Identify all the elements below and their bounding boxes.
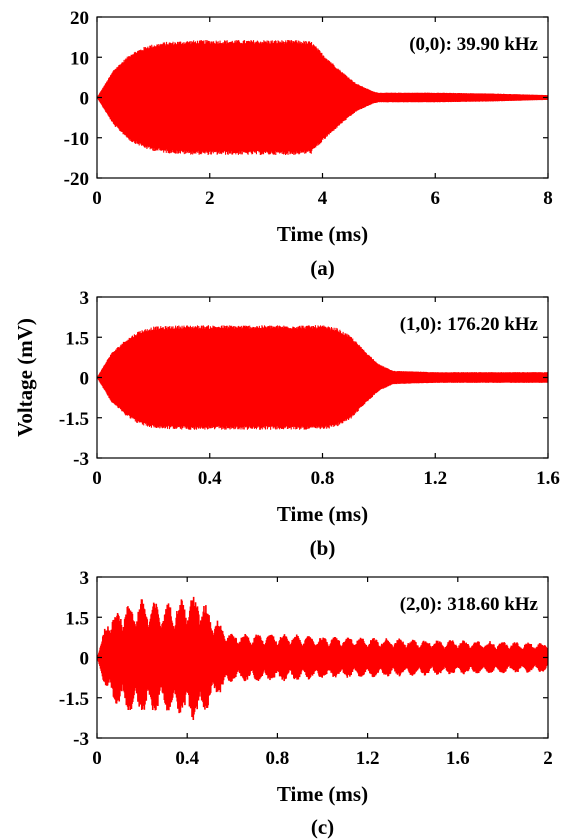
panel-label: (a) xyxy=(310,256,335,280)
waveform-series xyxy=(97,596,548,720)
y-tick-label: 1.5 xyxy=(65,328,89,349)
x-tick-label: 1.6 xyxy=(536,468,560,489)
y-tick-label: 20 xyxy=(70,8,89,29)
waveform-series xyxy=(97,325,548,430)
mode-frequency-annotation: (2,0): 318.60 kHz xyxy=(400,594,539,615)
panel-label: (b) xyxy=(310,536,336,560)
x-tick-label: 2 xyxy=(205,188,215,209)
x-tick-label: 1.2 xyxy=(423,468,447,489)
x-tick-label: 1.6 xyxy=(446,748,470,769)
y-tick-label: 0 xyxy=(80,89,90,110)
mode-frequency-annotation: (0,0): 39.90 kHz xyxy=(409,34,538,55)
y-tick-label: -20 xyxy=(64,169,89,190)
x-tick-label: 0.8 xyxy=(311,468,335,489)
x-tick-label: 0.8 xyxy=(266,748,290,769)
chart-panel-3: 0 0.4 0.8 1.2 1.6 2 3 1.5 0 -1.5 -3 (2,0): 318.60 k… xyxy=(59,568,553,839)
x-axis-label: Time (ms) xyxy=(277,222,368,246)
waveform-series xyxy=(97,39,548,156)
x-tick-label: 0 xyxy=(92,748,102,769)
x-tick-label: 8 xyxy=(543,188,553,209)
y-tick-label: 3 xyxy=(80,568,90,589)
y-tick-label: -1.5 xyxy=(59,409,89,430)
mode-frequency-annotation: (1,0): 176.20 kHz xyxy=(400,314,539,335)
y-tick-label: 0 xyxy=(80,649,90,670)
x-tick-label: 4 xyxy=(318,188,328,209)
y-tick-label: -10 xyxy=(64,129,89,150)
y-tick-label: -1.5 xyxy=(59,689,89,710)
x-axis-label: Time (ms) xyxy=(277,502,368,526)
x-tick-label: 0 xyxy=(92,188,102,209)
y-tick-label: 10 xyxy=(70,48,89,69)
y-tick-label: -3 xyxy=(73,449,89,470)
y-tick-label: 3 xyxy=(80,288,90,309)
x-tick-label: 0.4 xyxy=(175,748,199,769)
x-axis-label: Time (ms) xyxy=(277,782,368,806)
x-tick-label: 1.2 xyxy=(356,748,380,769)
y-tick-label: 0 xyxy=(80,369,90,390)
panel-label: (c) xyxy=(311,815,334,839)
chart-panel-2: 0 0.4 0.8 1.2 1.6 3 1.5 0 -1.5 -3 (1,0): 176.20 kH… xyxy=(13,288,560,560)
x-tick-label: 2 xyxy=(543,748,553,769)
x-tick-label: 0 xyxy=(92,468,102,489)
x-tick-label: 0.4 xyxy=(198,468,222,489)
x-tick-label: 6 xyxy=(431,188,441,209)
y-tick-label: 1.5 xyxy=(65,608,89,629)
chart-panel-1: 0 2 4 6 8 20 10 0 -10 -20 (0,0): 39.90 kHz Time (ms… xyxy=(64,8,553,280)
y-axis-label: Voltage (mV) xyxy=(13,318,37,437)
y-tick-label: -3 xyxy=(73,729,89,750)
